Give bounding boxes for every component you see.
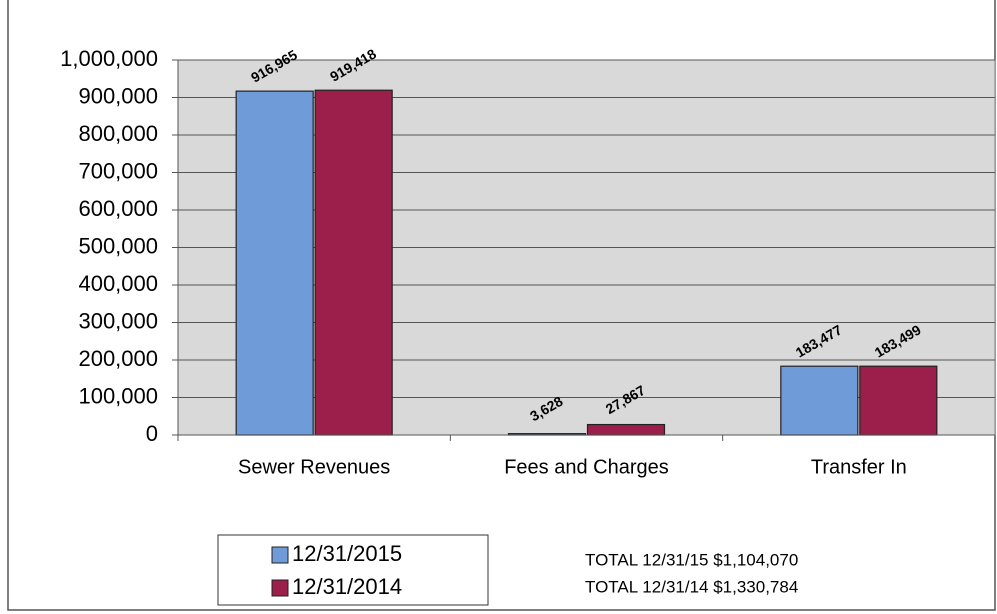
bar: [314, 89, 393, 436]
bar: [235, 90, 314, 436]
legend-swatch: [271, 546, 289, 564]
y-tick-label: 500,000: [78, 233, 158, 258]
y-tick-label: 200,000: [78, 346, 158, 371]
y-tick-label: 900,000: [78, 83, 158, 108]
y-tick-label: 100,000: [78, 383, 158, 408]
annotation: TOTAL 12/31/14 $1,330,784: [585, 577, 798, 596]
y-tick-label: 600,000: [78, 196, 158, 221]
x-tick-label: Transfer In: [811, 456, 907, 478]
legend-swatch: [271, 579, 289, 597]
y-tick-label: 400,000: [78, 271, 158, 296]
legend-label: 12/31/2014: [292, 574, 402, 599]
bar: [586, 423, 666, 436]
bar: [859, 365, 938, 436]
bar: [780, 365, 859, 436]
y-tick-label: 300,000: [78, 308, 158, 333]
legend: [217, 534, 489, 606]
x-tick-label: Sewer Revenues: [238, 456, 390, 478]
y-tick-label: 800,000: [78, 121, 158, 146]
annotation: TOTAL 12/31/15 $1,104,070: [585, 550, 798, 569]
y-tick-label: 1,000,000: [60, 46, 158, 71]
legend-label: 12/31/2015: [292, 541, 402, 566]
y-tick-label: 700,000: [78, 158, 158, 183]
y-tick-label: 0: [146, 421, 158, 446]
x-tick-label: Fees and Charges: [504, 456, 669, 478]
